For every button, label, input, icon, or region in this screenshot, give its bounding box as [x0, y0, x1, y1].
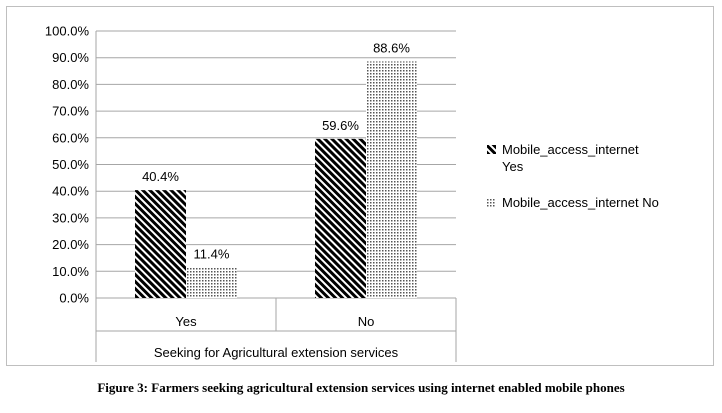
- y-tick-label: 60.0%: [52, 130, 89, 145]
- labels: Yes No Seeking for Agricultural extension …: [142, 40, 410, 360]
- y-tick-label: 90.0%: [52, 50, 89, 65]
- bar: [186, 267, 237, 298]
- y-tick-label: 50.0%: [52, 157, 89, 172]
- bar: [315, 138, 366, 298]
- chart-area: 0.0% 10.0% 20.0% 30.0% 40.0% 50.0% 60.0% 70.0% 8…: [6, 6, 714, 366]
- legend-label: Mobile_access_internet: [502, 142, 639, 157]
- bar-chart: 0.0% 10.0% 20.0% 30.0% 40.0% 50.0% 60.0% 70.0% 8…: [45, 24, 659, 362]
- y-tick-label: 30.0%: [52, 210, 89, 225]
- y-tick-label: 0.0%: [59, 291, 89, 306]
- data-label: 11.4%: [194, 247, 230, 262]
- data-label: 40.4%: [142, 169, 179, 184]
- legend-label: Mobile_access_internet No: [502, 195, 659, 210]
- y-tick-label: 100.0%: [45, 24, 90, 39]
- y-tick-label: 20.0%: [52, 237, 89, 252]
- legend-swatch: [487, 198, 496, 207]
- data-label: 88.6%: [373, 40, 410, 55]
- y-tick-label: 40.0%: [52, 184, 89, 199]
- bars: [135, 61, 417, 298]
- y-tick-label: 10.0%: [52, 264, 89, 279]
- figure-caption: Figure 3: Farmers seeking agricultural e…: [97, 380, 625, 395]
- y-tick-label: 80.0%: [52, 77, 89, 92]
- legend: Mobile_access_internet Yes Mobile_access_i…: [487, 142, 659, 210]
- data-label: 59.6%: [322, 118, 359, 133]
- x-tick-label: Yes: [175, 314, 197, 329]
- x-axis-group-label: Seeking for Agricultural extension servi…: [154, 345, 399, 360]
- legend-swatch: [487, 145, 496, 154]
- bar: [135, 190, 186, 298]
- y-tick-label: 70.0%: [52, 104, 89, 119]
- bar: [366, 61, 417, 298]
- axes: 0.0% 10.0% 20.0% 30.0% 40.0% 50.0% 60.0% 70.0% 8…: [45, 24, 457, 362]
- legend-label: Yes: [502, 159, 524, 174]
- x-tick-label: No: [358, 314, 375, 329]
